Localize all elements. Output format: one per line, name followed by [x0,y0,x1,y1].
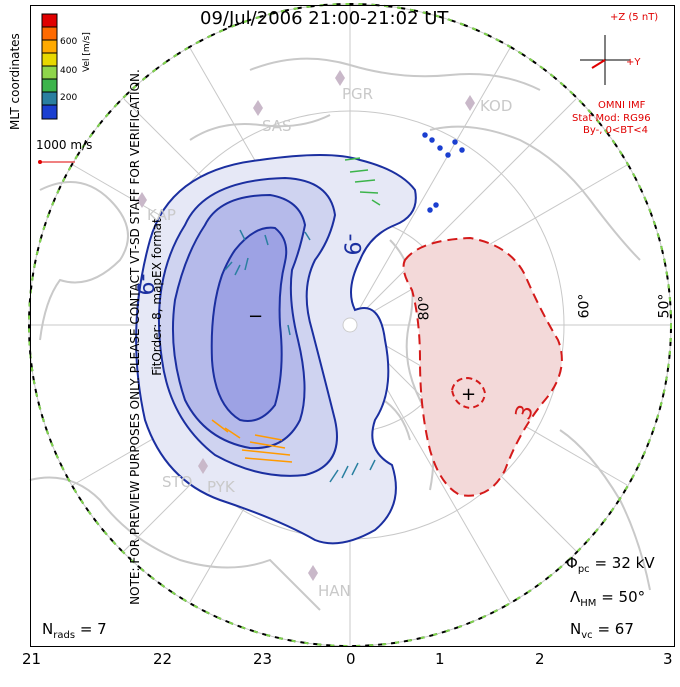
colorbar-tick-600: 600 [60,37,78,47]
neg-contour-4 [210,226,288,422]
fit-order-note: FitOrder: 8, mapEX format [150,218,164,376]
imf-source: OMNI IMF [598,100,646,111]
mlt-label-0: 0 [346,650,356,668]
station-marker-kap [137,192,147,208]
imf-z-label: +Z (5 nT) [610,12,659,23]
latitude-label-80: 80° [416,295,433,321]
coordinate-label: MLT coordinates [8,33,22,130]
latitude-label-50: 50° [656,293,673,319]
stat-n-vc: Nvc = 67 [570,620,634,641]
potential-max-marker: + [461,384,477,405]
colorbar-tick-200: 200 [60,93,78,103]
negative-cell [135,154,417,545]
imf-model: Stat Mod: RG96 [572,113,651,124]
station-label-pyk: PYK [207,478,235,496]
mlt-label-23: 23 [253,650,273,668]
potential-min-marker: − [248,306,264,327]
vector-group-east [329,459,376,483]
station-marker-kod [465,95,475,111]
vector-group-north [344,157,381,206]
imf-clock-dial [580,35,630,85]
vector-group-west [224,229,311,336]
latitude-label-60: 60° [576,293,593,319]
colorbar-label: Vel [m/s] [82,32,92,72]
pos-contour-outer [402,236,563,497]
mlt-label-2: 2 [535,650,545,668]
station-markers [137,70,475,581]
mlt-label-1: 1 [435,650,445,668]
imf-condition: By-, 0<BT<4 [583,125,649,136]
colorbar-tick-400: 400 [60,66,78,76]
imf-y-label: +Y [626,57,641,68]
pos-contour-inner [450,376,487,410]
station-label-sto: STO [162,473,193,491]
station-label-han: HAN [318,582,351,600]
preview-note: NOTE: FOR PREVIEW PURPOSES ONLY. PLEASE … [128,69,142,605]
station-marker-sto [198,458,208,474]
station-label-kod: KOD [480,97,513,115]
station-marker-sas [253,100,263,116]
map-frame [30,5,675,647]
positive-cell [402,236,563,497]
vector-scale-label: 1000 m/s [36,138,93,152]
vector-group-south [211,419,293,463]
station-marker-han [308,565,318,581]
station-marker-pgr [335,70,345,86]
vector-group-kod [422,132,465,213]
mlt-label-21: 21 [22,650,42,668]
velocity-colorbar [41,13,58,120]
stat-lambda-hm: ΛHM = 50° [570,588,646,609]
contour-label-neg-east: -9 [338,233,364,256]
map-title: 09/Jul/2006 21:00-21:02 UT [200,8,449,29]
velocity-vectors [211,132,465,483]
contour-label-neg-west: -9 [131,273,157,296]
station-label-sas: SAS [262,117,292,135]
mlt-label-3: 3 [663,650,673,668]
stat-phi-pc: Φpc = 32 kV [566,554,655,575]
cb-8 [41,104,58,120]
mlt-label-22: 22 [153,650,173,668]
vector-scale-bar [38,160,75,164]
station-label-pgr: PGR [342,85,374,103]
stat-n-rads: Nrads = 7 [42,620,107,641]
station-label-kap: KAP [147,206,176,224]
